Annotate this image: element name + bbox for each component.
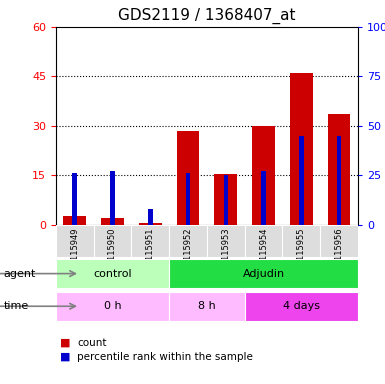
Bar xyxy=(252,126,275,225)
Bar xyxy=(283,225,320,257)
Text: GSM115952: GSM115952 xyxy=(184,227,192,278)
Text: 0 h: 0 h xyxy=(104,301,121,311)
Text: percentile rank within the sample: percentile rank within the sample xyxy=(77,351,253,362)
Bar xyxy=(337,136,341,225)
Bar xyxy=(72,173,77,225)
Bar xyxy=(328,114,350,225)
Text: GSM115954: GSM115954 xyxy=(259,227,268,278)
Bar xyxy=(56,291,169,321)
Text: control: control xyxy=(93,268,132,279)
Bar xyxy=(186,173,190,225)
Text: GSM115950: GSM115950 xyxy=(108,227,117,278)
Bar xyxy=(290,73,313,225)
Bar xyxy=(169,291,245,321)
Text: GSM115953: GSM115953 xyxy=(221,227,230,278)
Bar xyxy=(299,136,304,225)
Text: ■: ■ xyxy=(60,338,70,348)
Bar xyxy=(207,225,245,257)
Bar xyxy=(224,175,228,225)
Bar xyxy=(245,291,358,321)
Bar xyxy=(110,171,115,225)
Text: GSM115956: GSM115956 xyxy=(335,227,344,278)
Bar xyxy=(139,223,162,225)
Bar xyxy=(131,225,169,257)
Text: ■: ■ xyxy=(60,351,70,362)
Bar xyxy=(56,259,169,288)
Bar xyxy=(261,171,266,225)
Text: agent: agent xyxy=(4,268,36,279)
Text: Adjudin: Adjudin xyxy=(243,268,285,279)
Text: 4 days: 4 days xyxy=(283,301,320,311)
Bar xyxy=(94,225,131,257)
Bar xyxy=(177,131,199,225)
Bar xyxy=(169,259,358,288)
Bar xyxy=(214,174,237,225)
Text: GSM115955: GSM115955 xyxy=(297,227,306,278)
Bar xyxy=(56,225,94,257)
Text: GSM115951: GSM115951 xyxy=(146,227,155,278)
Title: GDS2119 / 1368407_at: GDS2119 / 1368407_at xyxy=(118,8,296,24)
Bar xyxy=(245,225,283,257)
Bar xyxy=(148,209,152,225)
Text: GSM115949: GSM115949 xyxy=(70,227,79,278)
Bar xyxy=(101,218,124,225)
Text: count: count xyxy=(77,338,107,348)
Bar xyxy=(169,225,207,257)
Bar xyxy=(64,217,86,225)
Bar xyxy=(320,225,358,257)
Text: 8 h: 8 h xyxy=(198,301,216,311)
Text: time: time xyxy=(4,301,29,311)
